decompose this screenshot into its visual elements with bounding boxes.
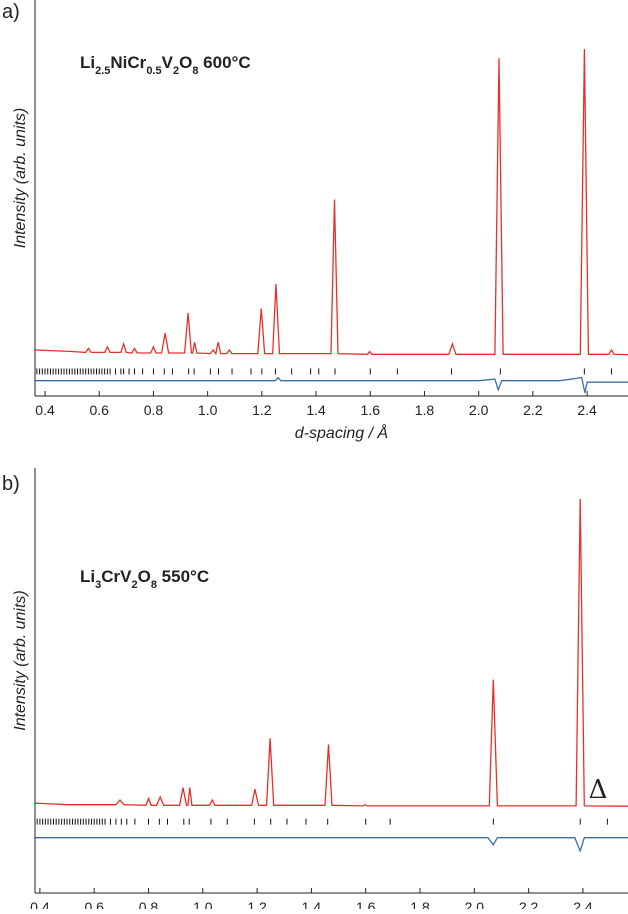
title-part: 550°C [157, 567, 209, 586]
y-axis-label: Intensity (arb. units) [12, 108, 29, 249]
title-part: 2 [131, 579, 137, 591]
title-part: CrV [101, 567, 132, 586]
x-tick-label: 2.4 [577, 402, 597, 418]
x-tick-label: 2.0 [465, 899, 485, 909]
title-part: 8 [151, 579, 157, 591]
x-tick-label: 0.6 [84, 899, 104, 909]
title-part: Li [80, 53, 95, 72]
panel-label: b) [2, 473, 20, 495]
title-part: 600°C [198, 53, 250, 72]
y-axis-label: Intensity (arb. units) [12, 590, 29, 731]
x-tick-label: 2.2 [523, 402, 543, 418]
annotation: Δ [589, 775, 608, 805]
x-tick-label: 0.4 [30, 899, 50, 909]
x-tick-label: 0.4 [35, 402, 55, 418]
profile-line [34, 498, 628, 807]
x-tick-label: 0.8 [139, 899, 159, 909]
x-tick-label: 0.8 [144, 402, 164, 418]
title-part: V [162, 53, 174, 72]
x-tick-label: 1.2 [247, 899, 267, 909]
title-part: O [138, 567, 151, 586]
panel: 0.4 0.6 0.8 1.0 1.2 1.4 1.6 1.8 2.0 2.2 2.4 d-spaci… [2, 0, 628, 442]
title-part: 2 [173, 65, 179, 77]
panel-title: Li2.5NiCr0.5V2O8 600°C [80, 53, 251, 77]
title-part: Li [80, 567, 95, 586]
panel: 0.40.60.81.01.21.41.61.82.02.22.4d-spaci… [2, 468, 628, 914]
x-tick-label: 1.8 [415, 402, 435, 418]
profile-line [35, 837, 628, 853]
x-tick-label: 1.4 [306, 402, 326, 418]
x-tick-label: 1.0 [198, 402, 218, 418]
x-tick-label: 1.0 [193, 899, 213, 909]
title-part: 2.5 [95, 65, 110, 77]
x-tick-label: 1.6 [356, 899, 376, 909]
x-tick-label: 1.8 [410, 899, 430, 909]
title-part: 0.5 [146, 65, 161, 77]
panel-title: Li3CrV2O8 550°C [80, 567, 209, 591]
profile-line [34, 49, 628, 356]
x-tick-label: 1.4 [302, 899, 322, 909]
x-tick-label: 2.2 [519, 899, 539, 909]
x-axis-label: d-spacing / Å [295, 423, 388, 442]
title-part: O [179, 53, 192, 72]
title-part: 8 [192, 65, 198, 77]
x-tick-label: 1.2 [252, 402, 272, 418]
panel-label: a) [2, 1, 20, 23]
title-part: NiCr [110, 53, 146, 72]
title-part: 3 [95, 579, 101, 591]
x-tick-label: 0.6 [89, 402, 109, 418]
x-tick-label: 1.6 [361, 402, 381, 418]
profile-line [35, 376, 628, 394]
x-tick-label: 2.0 [469, 402, 489, 418]
x-tick-label: 2.4 [573, 899, 593, 909]
